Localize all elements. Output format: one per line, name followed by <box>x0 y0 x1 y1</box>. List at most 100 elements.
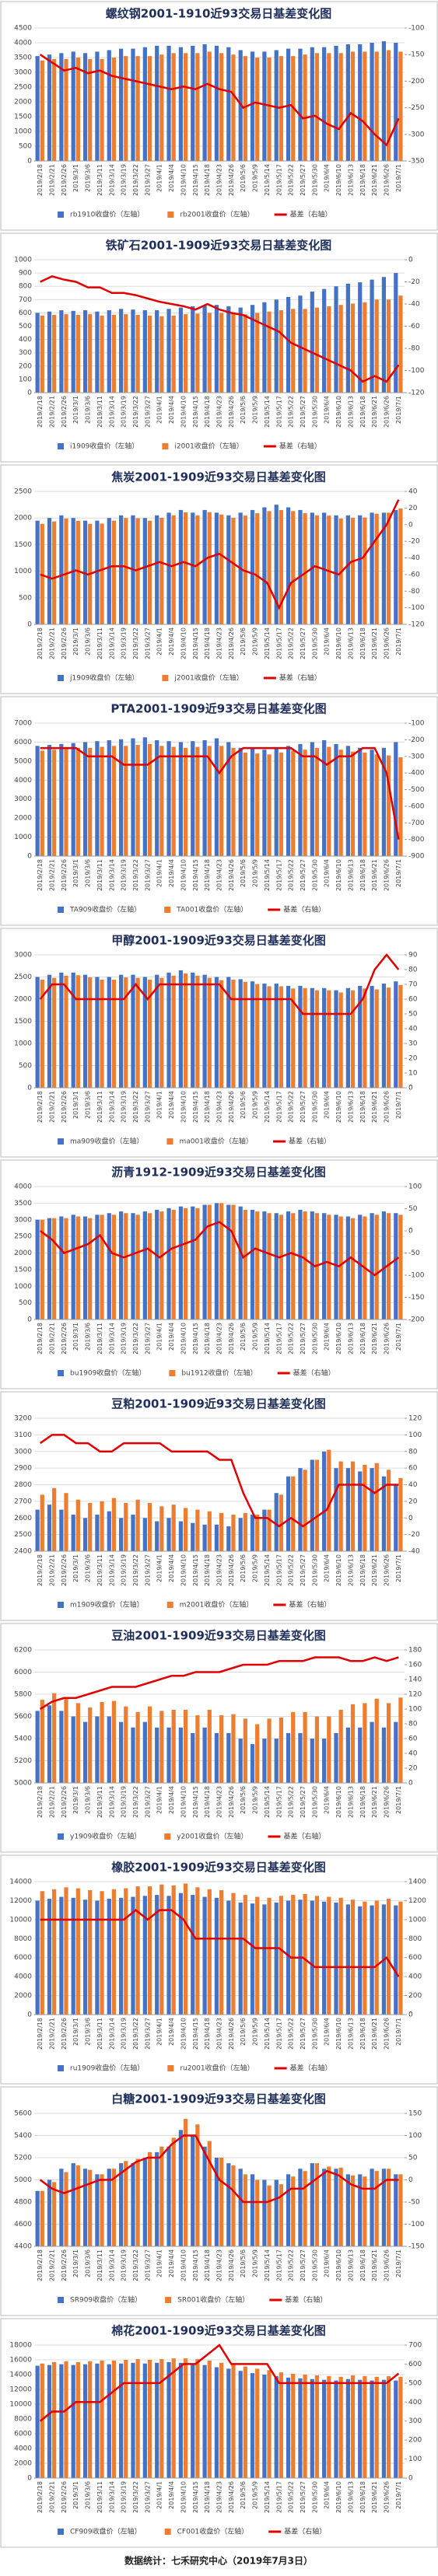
x-tick-label: 2019/4/18 <box>204 2249 211 2281</box>
x-tick-label: 2019/5/9 <box>252 1323 259 1351</box>
x-tick-label: 2019/5/17 <box>275 2481 282 2513</box>
bar <box>350 51 356 162</box>
bar <box>345 746 350 856</box>
x-tick-label: 2019/5/6 <box>240 396 247 424</box>
legend-swatch <box>166 1602 173 1608</box>
y-tick-label: 4500 <box>14 25 32 33</box>
x-tick-label: 2019/3/27 <box>144 2018 151 2050</box>
bar <box>124 1503 128 1551</box>
bar <box>358 1215 363 1319</box>
bar <box>279 509 283 624</box>
chart-title: 豆粕2001-1909近93交易日基差变化图 <box>111 1397 326 1411</box>
x-tick-label: 2019/6/21 <box>371 1554 378 1586</box>
bar <box>52 2361 57 2478</box>
x-tick-label: 2019/3/22 <box>132 2481 139 2513</box>
y-tick-label: 16000 <box>9 2357 32 2365</box>
bar <box>202 974 207 1088</box>
x-tick-label: 2019/6/10 <box>335 859 342 891</box>
bar <box>159 1711 164 1783</box>
bar <box>147 979 152 1088</box>
y-tick-label: 5400 <box>14 2132 32 2140</box>
bar <box>255 2368 260 2478</box>
bar <box>267 1213 272 1319</box>
y2-tick-label: 60 <box>408 996 418 1004</box>
x-tick-label: 2019/2/26 <box>61 164 68 196</box>
bar <box>88 1707 93 1783</box>
bar <box>214 2158 219 2246</box>
x-tick-label: 2019/3/14 <box>108 1554 115 1586</box>
x-tick-label: 2019/3/11 <box>96 2018 103 2050</box>
bar <box>345 44 350 162</box>
x-tick-label: 2019/4/4 <box>168 627 175 655</box>
x-tick-label: 2019/4/18 <box>204 859 211 891</box>
bar <box>88 747 93 856</box>
bar <box>35 2190 40 2246</box>
x-tick-label: 2019/6/21 <box>371 627 378 659</box>
bar <box>82 2169 88 2246</box>
bar <box>262 302 267 393</box>
x-tick-label: 2019/5/22 <box>288 396 295 428</box>
bar <box>40 2190 44 2246</box>
x-tick-label: 2019/4/4 <box>168 859 175 887</box>
bar <box>64 1218 68 1319</box>
y2-tick-label: -50 <box>408 2199 420 2207</box>
x-tick-label: 2019/3/19 <box>121 1786 128 1818</box>
bar <box>195 975 200 1088</box>
bar <box>370 1721 374 1783</box>
y-tick-label: 1500 <box>14 1266 32 1274</box>
y-tick-label: 6200 <box>14 1647 32 1655</box>
bar <box>147 2360 152 2478</box>
bar <box>147 2151 152 2246</box>
bar <box>398 508 403 624</box>
bar <box>71 743 75 856</box>
bar <box>214 305 219 393</box>
x-tick-label: 2019/6/26 <box>383 396 390 428</box>
bar <box>298 295 303 393</box>
x-tick-label: 2019/2/21 <box>49 396 56 428</box>
y2-tick-label: 10 <box>408 1070 418 1078</box>
bar <box>47 745 52 856</box>
x-tick-label: 2019/3/14 <box>108 627 115 659</box>
bar <box>243 2366 247 2478</box>
x-tick-label: 2019/3/14 <box>108 164 115 196</box>
x-tick-label: 2019/5/30 <box>311 164 318 196</box>
bar <box>155 2362 159 2478</box>
bar <box>370 1468 374 1551</box>
bar <box>279 1215 283 1319</box>
bar <box>64 2361 68 2478</box>
bar <box>238 1902 243 2015</box>
bar <box>88 977 93 1088</box>
bar <box>338 1461 343 1551</box>
x-tick-label: 2019/3/22 <box>132 396 139 428</box>
bar <box>111 746 117 856</box>
x-tick-label: 2019/5/9 <box>252 1554 259 1582</box>
x-tick-label: 2019/5/6 <box>240 2018 247 2046</box>
x-tick-label: 2019/5/9 <box>252 396 259 424</box>
bar <box>363 302 367 393</box>
bar <box>386 1470 391 1551</box>
bar <box>82 742 88 856</box>
bar <box>75 975 80 1088</box>
x-tick-label: 2019/3/1 <box>72 2481 79 2509</box>
bar <box>231 1714 236 1783</box>
x-tick-label: 2019/3/1 <box>72 1786 79 1814</box>
x-tick-label: 2019/4/23 <box>216 1091 223 1123</box>
y-tick-label: 10000 <box>9 1916 32 1924</box>
x-tick-label: 2019/4/10 <box>180 1554 187 1586</box>
x-tick-label: 2019/7/1 <box>395 2018 402 2046</box>
bar <box>334 2380 338 2478</box>
bar <box>363 1703 367 1783</box>
bar <box>370 512 374 624</box>
legend-label: 基差（右轴） <box>285 2295 327 2305</box>
bar <box>142 2158 147 2246</box>
legend-swatch <box>162 443 169 449</box>
bar <box>262 2179 267 2246</box>
x-tick-label: 2019/3/6 <box>85 396 92 424</box>
x-tick-label: 2019/4/15 <box>192 1554 199 1586</box>
bar <box>159 517 164 624</box>
bar <box>95 1716 100 1783</box>
bar <box>394 1721 398 1783</box>
y-tick-label: 8000 <box>14 1935 32 1943</box>
bar <box>111 2169 117 2246</box>
bar <box>314 307 320 393</box>
